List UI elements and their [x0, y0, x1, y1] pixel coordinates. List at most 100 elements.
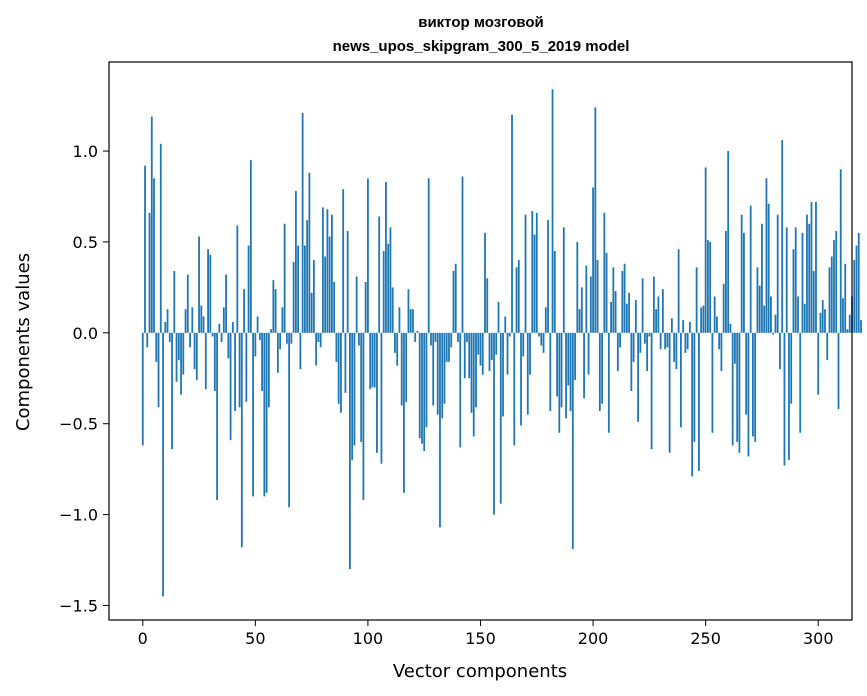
bar-32: [213, 332, 216, 391]
bar-301: [819, 312, 822, 333]
bar-33: [216, 332, 218, 501]
bar-69: [297, 245, 300, 333]
bar-214: [623, 263, 626, 333]
bar-157: [495, 332, 498, 355]
bar-127: [427, 178, 430, 333]
bar-92: [349, 332, 351, 570]
bar-1: [144, 165, 146, 333]
bar-114: [398, 307, 401, 333]
bar-185: [558, 332, 561, 433]
bar-262: [731, 332, 734, 446]
bar-136: [448, 332, 450, 362]
bar-125: [423, 332, 426, 451]
bar-70: [299, 332, 302, 370]
bar-54: [263, 332, 266, 497]
bar-237: [675, 332, 678, 370]
bar-110: [389, 227, 392, 333]
bar-195: [580, 287, 583, 333]
bar-257: [720, 332, 723, 371]
bar-256: [718, 332, 721, 350]
bar-285: [783, 332, 786, 466]
bar-293: [801, 232, 804, 333]
bar-7: [157, 332, 160, 408]
bar-89: [342, 189, 345, 333]
bar-260: [727, 151, 730, 333]
bar-10: [164, 321, 167, 333]
bar-60: [276, 332, 279, 373]
bar-49: [252, 332, 254, 497]
bar-299: [815, 201, 817, 333]
bar-96: [358, 332, 360, 346]
bar-4: [150, 116, 153, 333]
bars-group: [141, 89, 862, 597]
bar-203: [598, 332, 601, 411]
bar-149: [477, 332, 480, 355]
bar-294: [803, 303, 806, 333]
bar-238: [677, 249, 680, 333]
bar-147: [472, 332, 475, 437]
bar-309: [837, 332, 840, 410]
bar-193: [576, 241, 579, 333]
bar-23: [193, 332, 196, 370]
bar-68: [294, 191, 297, 333]
bar-244: [691, 332, 694, 477]
y-tick-label: −1.5: [59, 596, 98, 615]
bar-274: [758, 285, 761, 333]
bar-88: [340, 332, 342, 413]
bar-258: [722, 283, 725, 333]
bar-139: [454, 263, 457, 333]
bar-131: [436, 332, 439, 415]
bar-191: [571, 332, 574, 550]
bar-190: [569, 332, 572, 411]
bar-55: [265, 332, 268, 493]
bar-146: [470, 332, 473, 413]
bar-202: [596, 260, 599, 333]
bar-42: [236, 225, 239, 333]
bar-246: [695, 267, 698, 333]
bar-85: [333, 281, 336, 333]
bar-103: [373, 332, 376, 388]
bar-16: [177, 332, 180, 361]
bar-282: [776, 214, 779, 333]
bar-56: [267, 332, 270, 408]
bar-133: [441, 332, 444, 419]
bar-101: [369, 332, 372, 390]
bar-291: [797, 296, 799, 333]
bar-177: [540, 332, 543, 346]
bar-66: [290, 332, 293, 344]
bar-186: [560, 332, 563, 408]
bar-52: [258, 332, 261, 341]
bar-227: [652, 276, 655, 333]
bar-123: [418, 332, 421, 439]
bar-102: [371, 332, 374, 388]
bar-59: [274, 289, 277, 333]
bar-197: [585, 265, 588, 333]
y-tick-label: 0.5: [73, 233, 98, 252]
bar-223: [643, 332, 646, 344]
bar-289: [792, 249, 795, 333]
bar-79: [319, 332, 322, 348]
bar-141: [459, 332, 462, 448]
bar-21: [189, 332, 191, 348]
bar-84: [331, 214, 333, 333]
bar-19: [184, 309, 187, 333]
bar-169: [522, 332, 525, 357]
bar-154: [488, 332, 491, 371]
bar-239: [679, 332, 682, 428]
bar-308: [835, 231, 838, 333]
bar-41: [234, 332, 236, 411]
bar-132: [439, 332, 441, 528]
x-axis-label: Vector components: [393, 661, 567, 682]
bar-211: [616, 332, 619, 371]
bar-236: [673, 332, 676, 362]
bar-95: [355, 276, 358, 333]
bar-82: [326, 209, 329, 333]
bar-176: [538, 332, 540, 337]
bar-276: [763, 305, 766, 333]
bar-215: [625, 303, 628, 333]
bar-30: [209, 254, 212, 333]
bar-94: [353, 332, 356, 446]
bar-83: [328, 236, 331, 333]
bar-137: [450, 332, 453, 348]
bar-314: [848, 314, 851, 333]
